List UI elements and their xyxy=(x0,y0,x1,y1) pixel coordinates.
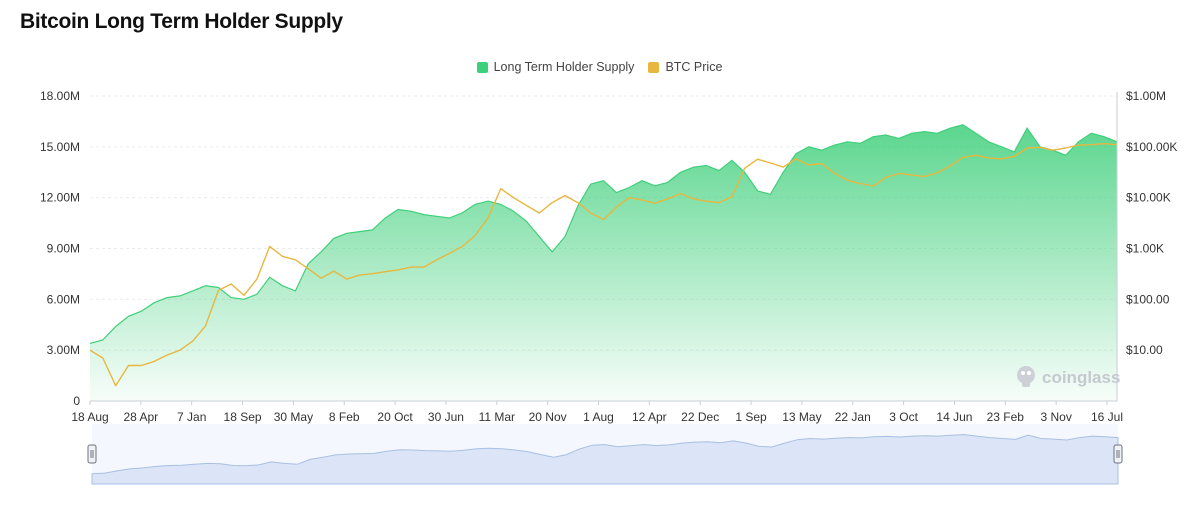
x-tick-label: 12 Apr xyxy=(632,410,667,424)
watermark-text: coinglass xyxy=(1042,368,1120,387)
coinglass-logo-icon xyxy=(1017,366,1035,387)
navigator-handle-icon xyxy=(1113,444,1123,464)
x-tick-label: 16 Jul xyxy=(1091,410,1123,424)
navigator-handle-icon xyxy=(87,444,97,464)
x-tick-label: 20 Nov xyxy=(529,410,567,424)
x-tick-label: 22 Dec xyxy=(681,410,719,424)
y-right-tick-label: $100.00 xyxy=(1126,292,1170,306)
x-tick-label: 30 Jun xyxy=(428,410,464,424)
x-tick-label: 18 Sep xyxy=(224,410,262,424)
y-left-tick-label: 18.00M xyxy=(40,89,80,103)
supply-area xyxy=(90,124,1117,402)
x-tick-label: 11 Mar xyxy=(479,410,515,424)
y-left-tick-label: 0 xyxy=(73,394,80,408)
y-right-tick-label: $10.00 xyxy=(1126,343,1163,357)
chart-title: Bitcoin Long Term Holder Supply xyxy=(20,10,343,33)
range-navigator[interactable] xyxy=(87,424,1123,485)
series-area-group xyxy=(89,124,1118,402)
x-tick-label: 30 May xyxy=(274,410,313,424)
y-left-tick-label: 12.00M xyxy=(40,191,80,205)
x-tick-label: 7 Jan xyxy=(177,410,206,424)
x-tick-label: 8 Feb xyxy=(329,410,360,424)
chart-legend: Long Term Holder Supply BTC Price xyxy=(0,60,1199,74)
y-right-tick-label: $1.00M xyxy=(1126,89,1166,103)
x-tick-label: 22 Jan xyxy=(835,410,871,424)
x-tick-label: 1 Aug xyxy=(583,410,614,424)
series-line-group xyxy=(89,143,1118,387)
legend-label-supply: Long Term Holder Supply xyxy=(493,60,635,74)
legend-swatch-price xyxy=(648,61,660,73)
y-left-tick-label: 9.00M xyxy=(47,242,80,256)
legend-item-price[interactable]: BTC Price xyxy=(648,60,722,74)
y-right-tick-label: $1.00K xyxy=(1126,242,1164,256)
x-tick-label: 13 May xyxy=(782,410,821,424)
y-left-tick-label: 15.00M xyxy=(40,140,80,154)
y-left-tick-label: 3.00M xyxy=(47,343,80,357)
navigator-handle-left[interactable] xyxy=(87,444,97,464)
y-right-tick-label: $10.00K xyxy=(1126,191,1171,205)
x-tick-label: 14 Jun xyxy=(936,410,972,424)
legend-swatch-supply xyxy=(476,61,488,73)
x-tick-label: 18 Aug xyxy=(71,410,108,424)
navigator-handle-right[interactable] xyxy=(1113,444,1123,464)
navigator-area xyxy=(91,434,1119,485)
legend-label-price: BTC Price xyxy=(665,60,723,74)
x-tick-label: 23 Feb xyxy=(987,410,1025,424)
legend-item-supply[interactable]: Long Term Holder Supply xyxy=(476,60,635,74)
y-left-tick-label: 6.00M xyxy=(47,292,80,306)
axes: 0 3.00M 6.00M 9.00M 12.00M 15.00M 18.00M $10.00… xyxy=(40,89,1177,424)
price-line xyxy=(89,143,1118,387)
watermark: coinglass xyxy=(1017,366,1120,387)
x-tick-label: 28 Apr xyxy=(123,410,158,424)
y-right-tick-label: $100.00K xyxy=(1126,140,1177,154)
x-tick-label: 20 Oct xyxy=(377,410,413,424)
x-tick-label: 3 Oct xyxy=(889,410,918,424)
x-tick-label: 1 Sep xyxy=(735,410,767,424)
x-tick-label: 3 Nov xyxy=(1040,410,1071,424)
supply-line xyxy=(89,124,1118,344)
